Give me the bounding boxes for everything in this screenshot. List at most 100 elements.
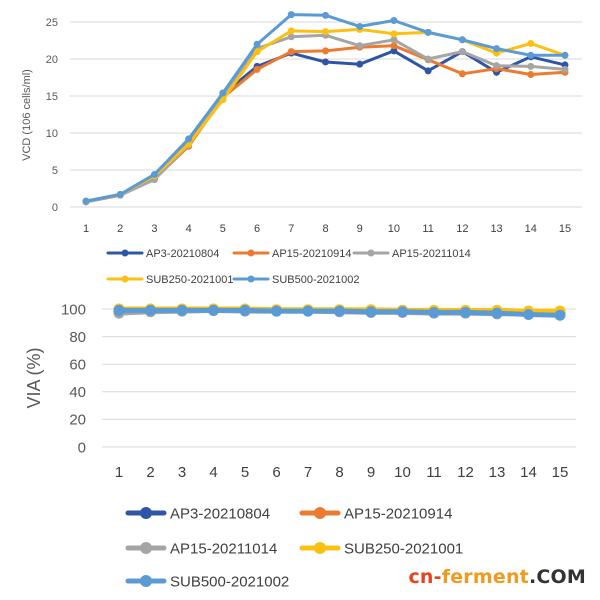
- data-point: [460, 306, 471, 318]
- data-point: [424, 67, 432, 75]
- data-point: [561, 51, 569, 59]
- x-tick-label: 14: [525, 223, 537, 235]
- data-point: [390, 47, 398, 55]
- watermark-logo: cn-ferment.COM: [408, 566, 586, 588]
- legend-label: AP15-20211014: [170, 540, 277, 557]
- x-tick-label: 5: [220, 223, 226, 235]
- x-tick-label: 7: [304, 464, 312, 481]
- data-point: [239, 304, 251, 316]
- data-point: [458, 70, 466, 78]
- legend-item: SUB250-2021001: [106, 274, 233, 286]
- y-tick-label: 25: [46, 17, 58, 29]
- y-tick-label: 40: [69, 384, 86, 401]
- data-point: [82, 197, 90, 205]
- data-point: [208, 304, 219, 316]
- legend-marker: [367, 249, 375, 257]
- legend-marker: [314, 507, 326, 519]
- legend-label: SUB500-2021002: [170, 573, 289, 590]
- y-tick-label: 5: [52, 165, 58, 177]
- data-point: [176, 304, 188, 316]
- data-point: [253, 48, 261, 56]
- data-point: [527, 62, 535, 70]
- y-tick-label: 0: [52, 202, 58, 214]
- data-point: [390, 42, 398, 50]
- data-point: [493, 62, 501, 70]
- data-point: [397, 306, 408, 318]
- data-point: [458, 36, 466, 44]
- legend-item: SUB500-2021002: [232, 274, 359, 286]
- x-tick-label: 8: [335, 464, 343, 481]
- x-tick-label: 4: [209, 464, 217, 481]
- legend-marker: [121, 249, 129, 257]
- legend-label: SUB250-2021001: [344, 540, 463, 557]
- data-point: [390, 36, 398, 44]
- data-point: [287, 27, 295, 35]
- data-point: [219, 89, 227, 97]
- data-point: [322, 47, 329, 55]
- legend-label: AP15-20211014: [392, 248, 471, 260]
- legend-label: SUB500-2021002: [272, 274, 359, 286]
- data-point: [302, 305, 314, 317]
- data-point: [356, 42, 364, 50]
- x-tick-label: 6: [272, 464, 280, 481]
- legend-item: AP15-20211014: [125, 540, 277, 557]
- x-tick-label: 10: [388, 223, 400, 235]
- legend-label: SUB250-2021001: [146, 274, 233, 286]
- data-point: [334, 305, 345, 317]
- legend-marker: [314, 542, 326, 554]
- legend-marker: [140, 542, 152, 554]
- x-tick-label: 10: [394, 464, 411, 481]
- legend-item: SUB500-2021002: [125, 573, 289, 590]
- y-tick-label: 20: [69, 412, 86, 429]
- x-tick-label: 9: [357, 223, 363, 235]
- x-tick-label: 13: [490, 223, 502, 235]
- data-point: [356, 22, 364, 30]
- legend-label: AP15-20210914: [272, 248, 352, 260]
- data-point: [424, 28, 432, 36]
- data-point: [150, 170, 158, 178]
- data-point: [561, 65, 569, 73]
- legend-item: AP3-20210804: [125, 505, 270, 522]
- data-point: [458, 48, 466, 56]
- legend-label: AP3-20210804: [146, 248, 219, 260]
- y-tick-label: 0: [78, 439, 86, 456]
- x-tick-label: 1: [83, 223, 89, 235]
- data-point: [113, 304, 125, 316]
- data-point: [390, 17, 398, 25]
- legend-item: SUB250-2021001: [299, 540, 463, 557]
- legend-item: AP15-20211014: [352, 248, 471, 260]
- x-tick-label: 11: [426, 464, 442, 481]
- x-tick-label: 15: [559, 223, 571, 235]
- data-point: [185, 135, 193, 143]
- y-tick-label: 20: [46, 54, 58, 66]
- x-tick-label: 7: [288, 223, 294, 235]
- data-point: [424, 55, 432, 63]
- data-point: [287, 48, 295, 56]
- legend-item: AP3-20210804: [106, 248, 219, 260]
- y-tick-label: 15: [46, 91, 58, 103]
- data-point: [523, 309, 534, 321]
- data-point: [322, 11, 329, 19]
- x-tick-label: 6: [254, 223, 260, 235]
- x-tick-label: 2: [117, 223, 123, 235]
- y-axis-label: VCD (106 cells/ml): [21, 69, 33, 161]
- data-point: [493, 45, 501, 53]
- data-point: [116, 190, 124, 198]
- y-axis-label: VIA (%): [24, 347, 44, 408]
- data-point: [322, 28, 329, 36]
- data-point: [356, 60, 364, 68]
- data-point: [253, 40, 261, 48]
- x-tick-label: 2: [146, 464, 154, 481]
- legend-label: AP15-20210914: [344, 505, 452, 522]
- data-point: [219, 96, 227, 104]
- x-tick-label: 3: [151, 223, 157, 235]
- x-tick-label: 5: [241, 464, 249, 481]
- y-tick-label: 80: [69, 329, 86, 346]
- data-point: [271, 305, 282, 317]
- legend-marker: [140, 575, 152, 587]
- data-point: [428, 306, 440, 318]
- data-point: [253, 65, 261, 73]
- legend-marker: [121, 275, 129, 283]
